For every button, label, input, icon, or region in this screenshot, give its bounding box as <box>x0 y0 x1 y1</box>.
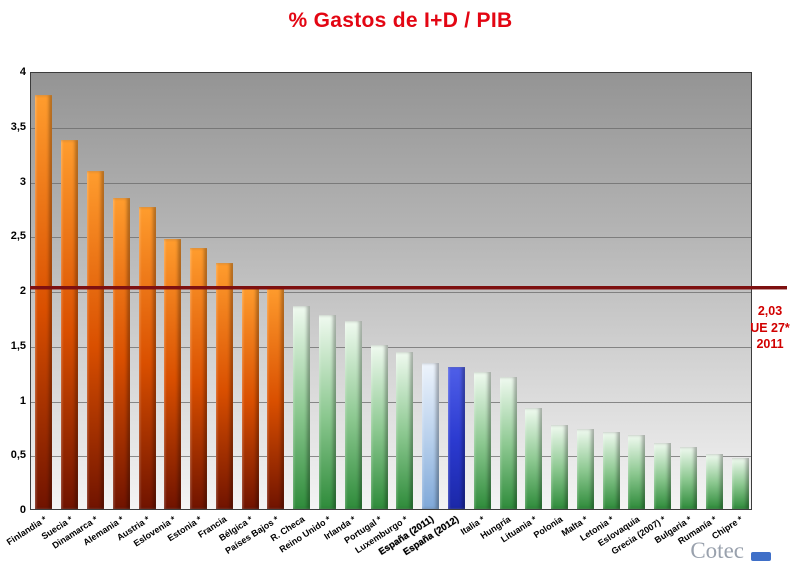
bar <box>138 206 156 509</box>
bar <box>602 432 620 509</box>
y-tick-label: 0 <box>19 504 26 516</box>
bar <box>370 344 388 509</box>
y-tick-label: 4 <box>19 66 26 78</box>
bar <box>35 95 53 509</box>
gridline <box>31 346 751 348</box>
bar <box>705 454 723 509</box>
bar <box>654 443 672 509</box>
reference-line <box>30 286 787 290</box>
bar <box>422 363 440 509</box>
bar <box>473 372 491 509</box>
chart-title: % Gastos de I+D / PIB <box>288 9 513 32</box>
y-tick-label: 2 <box>19 285 26 297</box>
cotec-logo-text: Cotec <box>690 538 744 563</box>
gridline <box>31 237 751 239</box>
y-tick-label: 1,5 <box>10 339 26 352</box>
reference-label-line: UE 27* <box>750 320 790 335</box>
bar <box>551 424 569 509</box>
gridline <box>31 401 751 403</box>
bar <box>61 140 79 509</box>
y-tick-label: 1 <box>19 394 26 407</box>
plot-area <box>30 72 752 510</box>
bar <box>112 198 130 509</box>
reference-label-line: 2011 <box>756 337 784 352</box>
cotec-logo: Cotec <box>690 538 771 564</box>
gridline <box>31 456 751 458</box>
bar <box>293 306 311 509</box>
bar <box>267 285 285 509</box>
gridline <box>31 127 751 129</box>
bar <box>576 429 594 509</box>
bar <box>344 320 362 509</box>
gridline <box>31 182 751 184</box>
bar <box>241 285 259 509</box>
bar <box>499 376 517 509</box>
bar <box>190 248 208 509</box>
y-tick-label: 2,5 <box>10 230 26 243</box>
bar <box>680 446 698 509</box>
reference-label: 2,03 UE 27* 2011 <box>740 303 800 354</box>
cotec-logo-mark <box>751 551 771 561</box>
reference-label-line: 2,03 <box>757 303 783 318</box>
bar <box>731 457 749 509</box>
bar <box>86 170 104 509</box>
bar <box>319 315 337 509</box>
y-tick-label: 3,5 <box>10 120 26 133</box>
y-tick-label: 3 <box>19 175 26 188</box>
bar <box>447 366 465 509</box>
bar <box>164 238 182 509</box>
bar <box>396 352 414 509</box>
gridline <box>31 292 751 293</box>
bar <box>628 434 646 509</box>
bar <box>215 262 233 509</box>
bar <box>525 408 543 509</box>
y-tick-label: 0,5 <box>10 449 26 462</box>
